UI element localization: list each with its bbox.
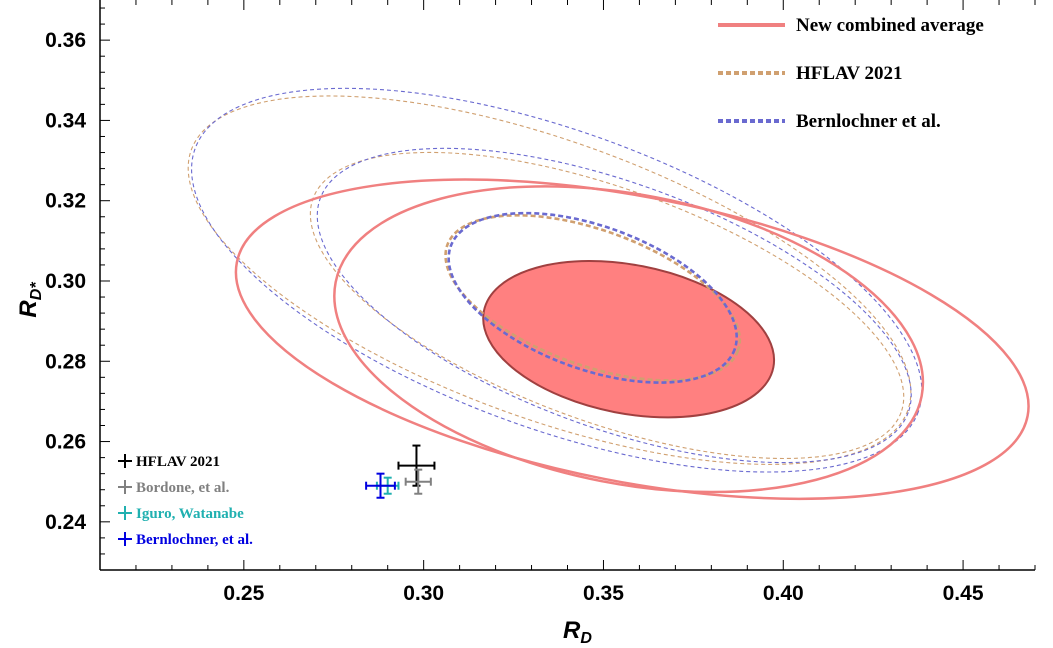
points-legend-item-3: Bernlochner, et al. — [118, 532, 253, 548]
data-point-3 — [365, 472, 396, 499]
legend-item-0: New combined average — [718, 15, 984, 36]
legend-item-2: Bernlochner et al. — [718, 111, 941, 132]
x-tick-label: 0.40 — [763, 582, 804, 605]
data-points-layer — [365, 444, 436, 499]
y-tick-label: 0.24 — [45, 511, 86, 534]
points-legend-label: Iguro, Watanabe — [136, 506, 244, 522]
contour-2-level-3 — [191, 87, 923, 473]
y-tick-label: 0.36 — [45, 29, 86, 52]
x-tick-label: 0.30 — [403, 582, 444, 605]
points-legend: HFLAV 2021 Bordone, et al. Iguro, Watanabe… — [118, 454, 253, 548]
contour-0-level-1-filled — [482, 260, 776, 419]
points-legend-label: Bordone, et al. — [136, 480, 230, 496]
x-tick-label: 0.25 — [223, 582, 264, 605]
contour-1-level-3 — [187, 95, 912, 465]
points-legend-label: HFLAV 2021 — [136, 454, 220, 470]
legend-label: Bernlochner et al. — [796, 111, 941, 132]
y-axis-title: RD* — [15, 282, 45, 318]
x-tick-label: 0.35 — [583, 582, 624, 605]
axes-layer: 0.25 0.30 0.35 0.40 0.45 0.24 0.26 0.28 0.30 0.32… — [15, 0, 1036, 647]
contour-layer — [187, 87, 1030, 501]
data-point-1 — [404, 468, 432, 495]
x-tick-label: 0.45 — [943, 582, 984, 605]
y-tick-label: 0.34 — [45, 109, 86, 132]
legend-label: HFLAV 2021 — [796, 63, 902, 84]
x-axis-title: RD — [563, 617, 592, 647]
y-tick-label: 0.28 — [45, 350, 86, 373]
points-legend-label: Bernlochner, et al. — [136, 532, 253, 548]
contour-1-level-1 — [444, 214, 742, 382]
contour-0-level-2 — [333, 185, 925, 494]
legend-item-1: HFLAV 2021 — [718, 63, 902, 84]
y-tick-label: 0.30 — [45, 270, 86, 293]
points-legend-item-0: HFLAV 2021 — [118, 454, 220, 470]
contour-0-level-3 — [234, 178, 1030, 501]
data-point-0 — [397, 444, 436, 487]
contour-2-level-1 — [447, 211, 738, 384]
legend-label: New combined average — [796, 15, 984, 36]
points-legend-item-2: Iguro, Watanabe — [118, 506, 244, 522]
points-legend-item-1: Bordone, et al. — [118, 480, 230, 496]
contour-2-level-2 — [316, 147, 912, 464]
y-tick-label: 0.26 — [45, 431, 86, 454]
y-tick-label: 0.32 — [45, 190, 86, 213]
legend: New combined average HFLAV 2021 Bernlochne… — [718, 15, 984, 132]
